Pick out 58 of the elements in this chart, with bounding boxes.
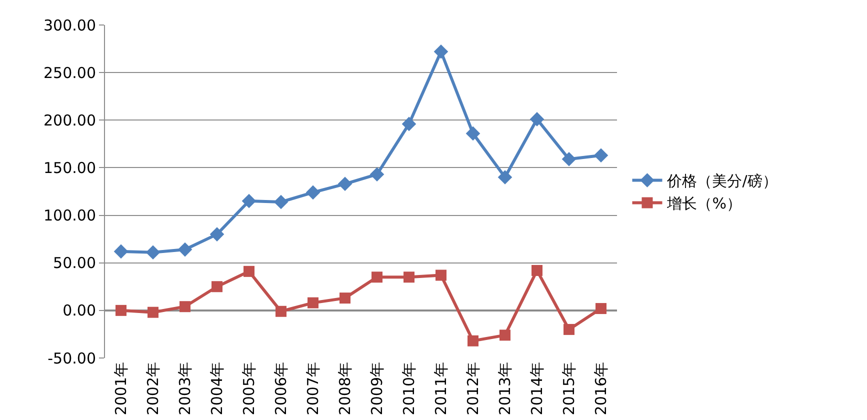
point	[372, 272, 382, 283]
point	[498, 170, 512, 184]
point	[116, 304, 126, 316]
point	[562, 152, 576, 166]
point	[210, 227, 224, 242]
point	[338, 176, 352, 192]
point	[178, 242, 192, 257]
x-tick-label: 2001年	[112, 362, 130, 416]
point	[274, 194, 288, 210]
x-tick-label: 2002年	[144, 362, 162, 416]
y-tick-label: 300.00	[44, 16, 96, 34]
point	[306, 185, 320, 200]
point	[242, 194, 256, 208]
x-tick-label: 2006年	[272, 362, 290, 416]
point	[244, 266, 254, 277]
x-tick-label: 2005年	[240, 362, 258, 416]
point	[404, 272, 414, 283]
point	[212, 281, 222, 292]
point	[308, 297, 318, 308]
y-tick-label: 100.00	[44, 206, 96, 225]
point	[468, 335, 478, 346]
point	[276, 306, 286, 317]
legend-label: 增长（%）	[666, 194, 742, 213]
x-tick-label: 2003年	[176, 362, 194, 416]
y-tick-label: 200.00	[44, 111, 96, 130]
y-tick-label: -50.00	[48, 349, 96, 368]
x-tick-label: 2012年	[464, 362, 482, 416]
y-tick-label: 250.00	[44, 64, 96, 82]
x-tick-label: 2007年	[304, 362, 322, 416]
point	[530, 112, 544, 126]
x-tick-label: 2013年	[496, 362, 514, 416]
point	[146, 245, 160, 260]
x-tick-label: 2011年	[432, 362, 450, 416]
x-tick-label: 2016年	[592, 362, 610, 416]
x-tick-label: 2015年	[560, 362, 578, 416]
x-tick-label: 2008年	[336, 362, 354, 416]
point	[436, 270, 446, 281]
y-tick-label: 150.00	[44, 158, 96, 177]
point	[434, 44, 448, 59]
legend-label: 价格（美分/磅）	[666, 172, 778, 190]
x-tick-label: 2009年	[368, 362, 386, 416]
point	[564, 324, 574, 335]
x-tick-label: 2010年	[400, 362, 418, 416]
point	[466, 126, 480, 141]
x-tick-label: 2004年	[208, 362, 226, 416]
y-tick-label: 50.00	[53, 254, 96, 272]
x-tick-label: 2014年	[528, 362, 546, 416]
point	[180, 301, 190, 312]
point	[114, 244, 128, 259]
point	[402, 116, 416, 132]
point	[594, 148, 608, 162]
y-tick-label: 0.00	[62, 302, 96, 320]
point	[340, 292, 350, 304]
point	[148, 306, 158, 318]
point	[500, 330, 510, 341]
point	[596, 303, 606, 314]
point	[532, 264, 542, 276]
point	[370, 167, 384, 182]
